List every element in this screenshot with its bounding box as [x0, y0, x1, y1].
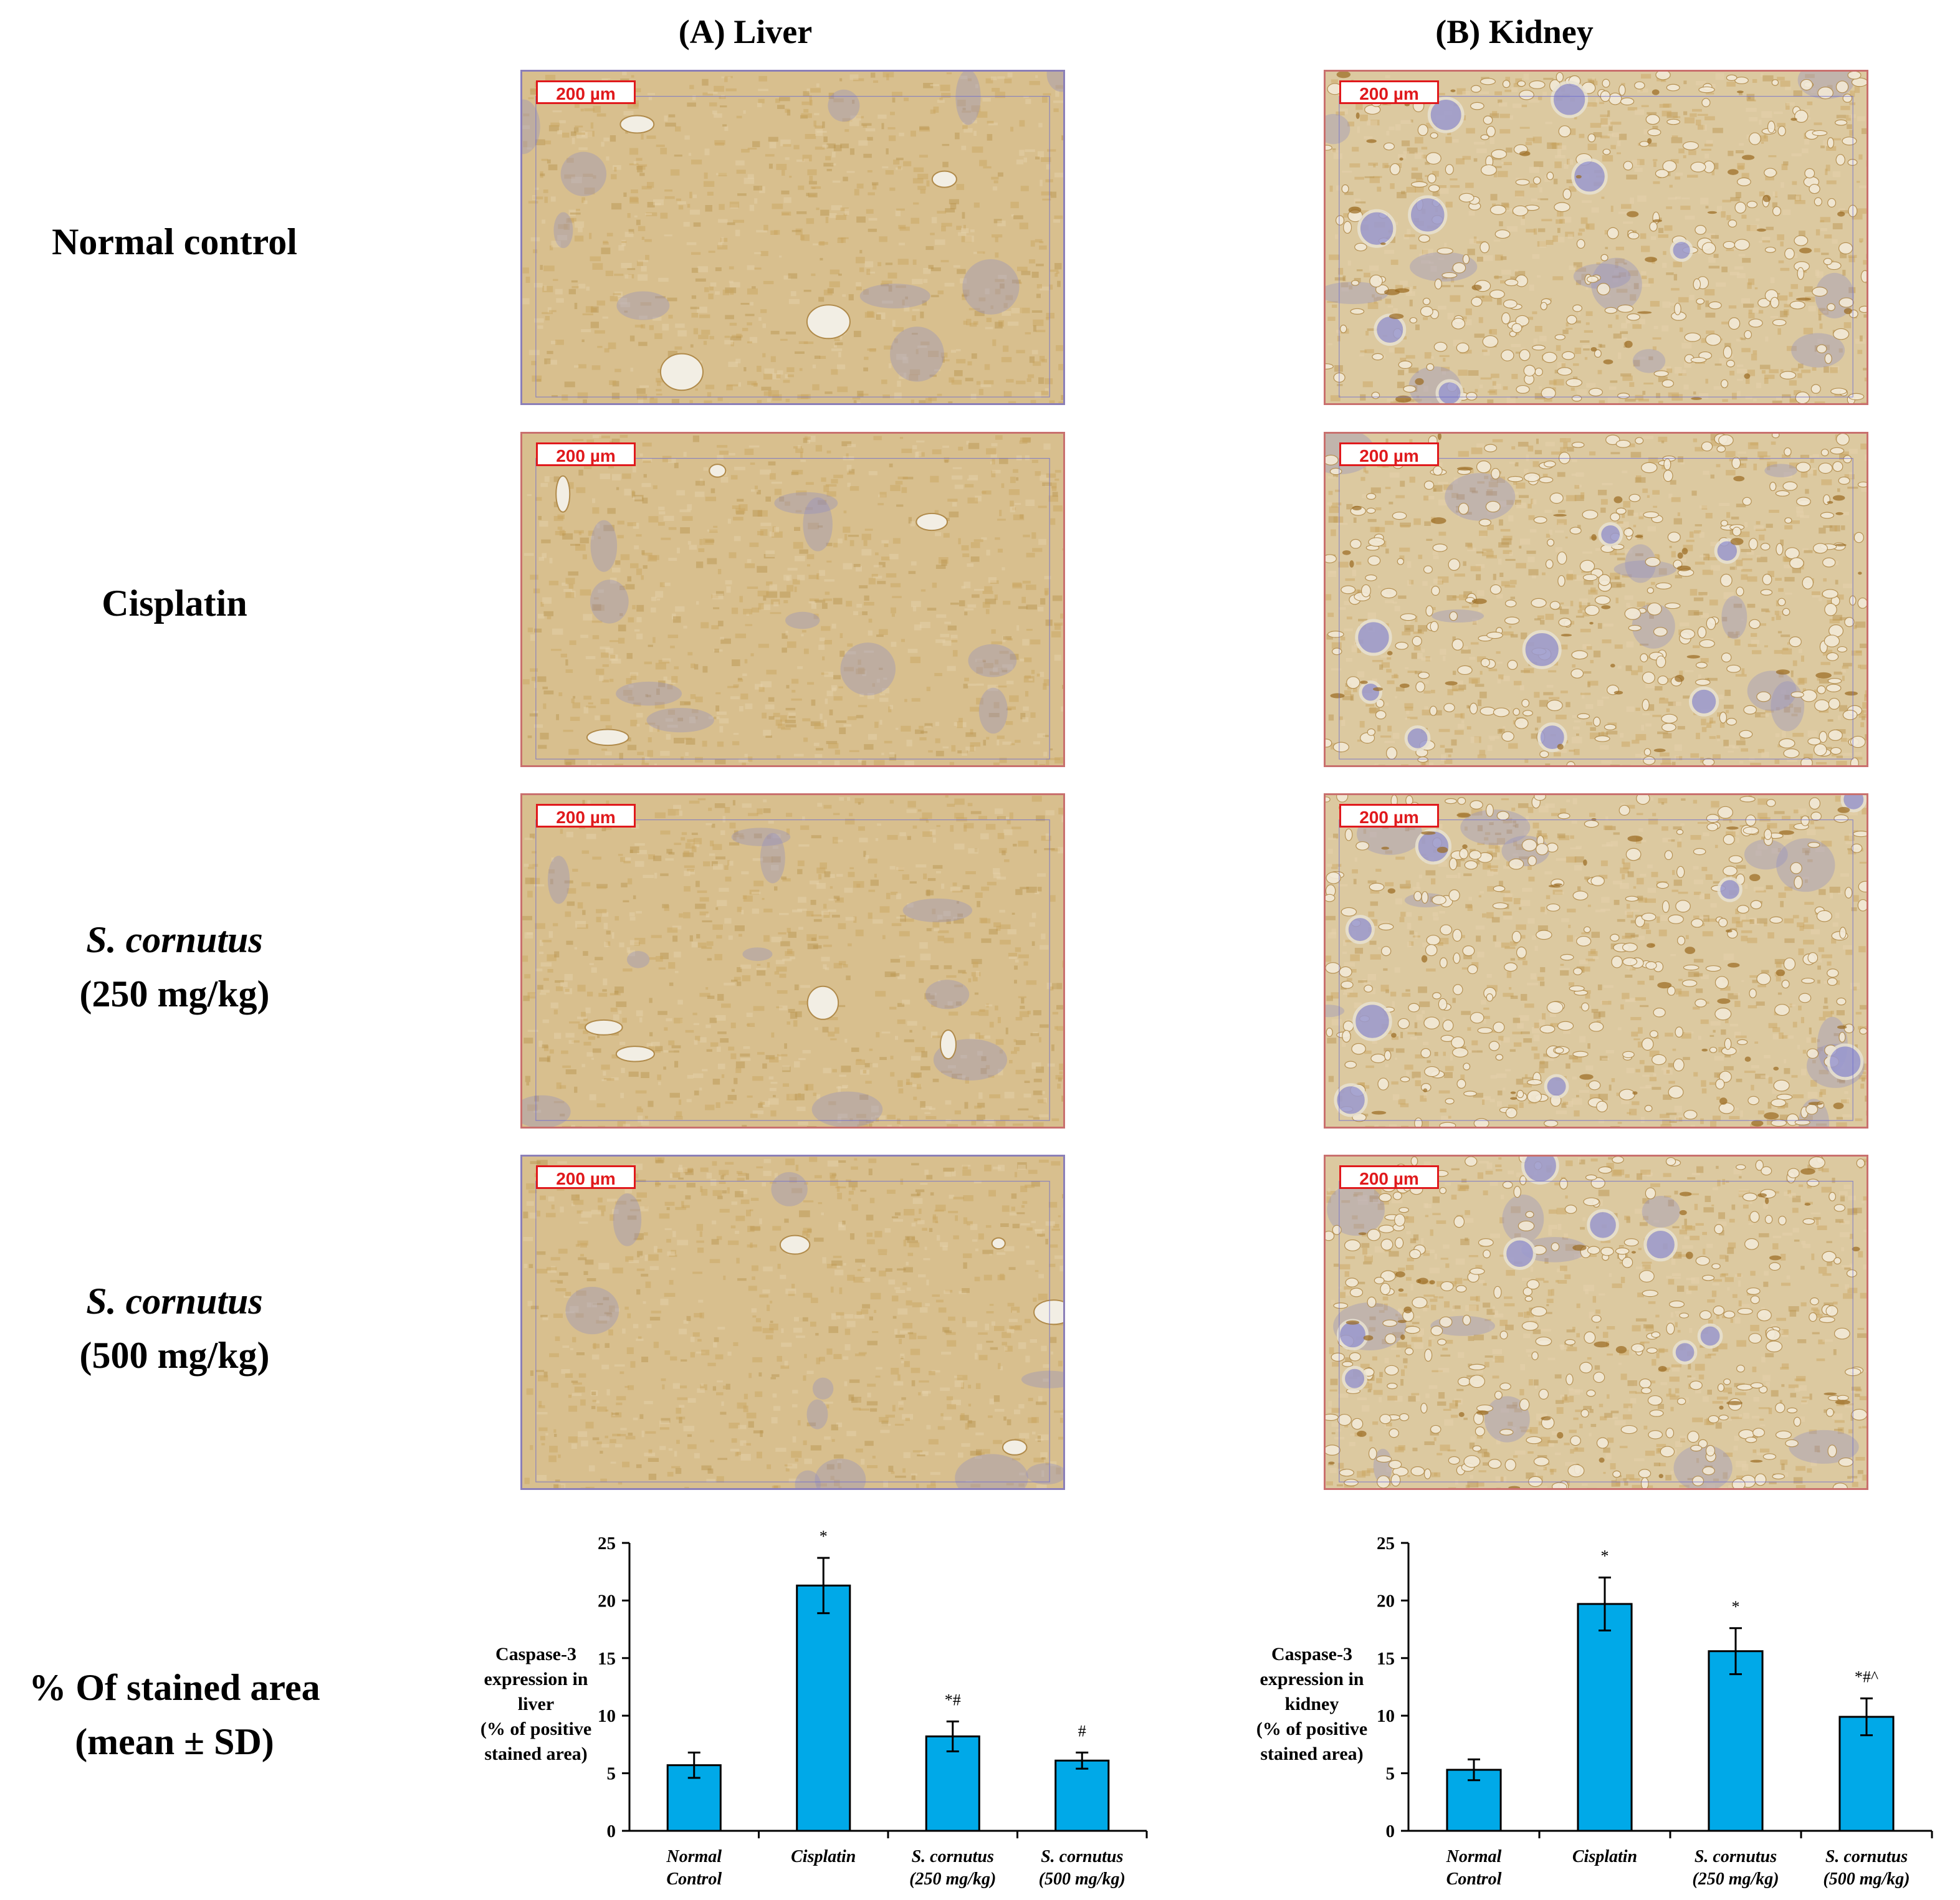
- significance-marker: *#: [945, 1691, 961, 1709]
- row-label-text: Cisplatin: [102, 583, 247, 624]
- liver-micrograph-cisplatin: 200 µm: [520, 432, 1065, 767]
- y-tick-label: 15: [598, 1649, 616, 1669]
- bar: [1708, 1650, 1764, 1832]
- summary-label-line1: % Of stained area: [29, 1667, 320, 1708]
- summary-label-line2: (mean ± SD): [75, 1721, 274, 1762]
- error-bar: [1076, 1751, 1089, 1770]
- kidney-micrograph-s-cornutus-250: 200 µm: [1324, 793, 1868, 1129]
- ylabel-line: stained area): [484, 1744, 588, 1764]
- error-bar: [946, 1720, 959, 1752]
- y-tick-label: 25: [1377, 1534, 1395, 1554]
- row-label-cisplatin: Cisplatin: [0, 576, 349, 631]
- row-label-s-cornutus-500: S. cornutus (500 mg/kg): [0, 1274, 349, 1383]
- row-label-species: S. cornutus: [86, 919, 263, 960]
- x-category-label: (250 mg/kg): [1692, 1869, 1779, 1889]
- y-tick-label: 10: [598, 1706, 616, 1726]
- kidney-micrograph-s-cornutus-500: 200 µm: [1324, 1155, 1868, 1490]
- significance-marker: *: [1601, 1547, 1609, 1565]
- kidney-micrograph-normal: 200 µm: [1324, 70, 1868, 405]
- x-category-label: S. cornutus: [1041, 1847, 1123, 1866]
- scale-bar-label: 200 µm: [1339, 442, 1439, 466]
- scale-bar-label: 200 µm: [536, 1165, 636, 1189]
- liver-chart-ylabel: Caspase-3 expression in liver (% of posi…: [452, 1642, 620, 1767]
- x-category-label: Control: [1446, 1869, 1502, 1889]
- y-tick-label: 5: [1386, 1764, 1395, 1784]
- kidney-column-header: (B) Kidney: [1435, 13, 1594, 50]
- scale-bar-label: 200 µm: [1339, 1165, 1439, 1189]
- kidney-chart-ylabel: Caspase-3 expression in kidney (% of pos…: [1228, 1642, 1396, 1767]
- ylabel-line: expression in: [1260, 1669, 1364, 1689]
- bar: [796, 1584, 851, 1832]
- liver-caspase3-chart: 0 5 10 15 20 25 Normal Control * Cisplatin *# S. co…: [592, 1514, 1178, 1900]
- y-tick-label: 20: [1377, 1591, 1395, 1611]
- y-tick-label: 20: [598, 1591, 616, 1611]
- x-category-label: (500 mg/kg): [1823, 1869, 1910, 1889]
- significance-marker: #: [1078, 1722, 1086, 1740]
- significance-marker: *: [820, 1527, 828, 1545]
- scale-bar-label: 200 µm: [1339, 804, 1439, 828]
- y-tick-label: 15: [1377, 1649, 1395, 1669]
- ylabel-line: (% of positive: [480, 1719, 592, 1739]
- x-category-label: (250 mg/kg): [909, 1869, 996, 1889]
- row-label-normal-control: Normal control: [0, 215, 349, 269]
- bar: [1054, 1759, 1110, 1832]
- scale-bar-label: 200 µm: [536, 804, 636, 828]
- significance-marker: *: [1732, 1598, 1740, 1616]
- ylabel-line: kidney: [1284, 1694, 1339, 1714]
- x-category-label: S. cornutus: [912, 1847, 994, 1866]
- kidney-caspase3-chart: 0 5 10 15 20 25 Normal Control * Cisplatin * S. cor…: [1365, 1514, 1960, 1900]
- ylabel-line: expression in: [484, 1669, 588, 1689]
- error-bar: [817, 1557, 830, 1615]
- x-category-label: S. cornutus: [1825, 1847, 1908, 1866]
- y-tick-label: 0: [1386, 1821, 1395, 1841]
- scale-bar-label: 200 µm: [1339, 80, 1439, 104]
- ylabel-line: liver: [517, 1694, 555, 1714]
- bar: [1577, 1603, 1633, 1832]
- row-label-dose: (250 mg/kg): [79, 973, 270, 1014]
- error-bar: [687, 1751, 700, 1779]
- y-tick-label: 0: [607, 1821, 616, 1841]
- error-bar: [1599, 1576, 1611, 1631]
- scale-bar-label: 200 µm: [536, 442, 636, 466]
- scale-bar-label: 200 µm: [536, 80, 636, 104]
- error-bar: [1468, 1758, 1480, 1782]
- error-bar: [1860, 1697, 1873, 1737]
- y-tick-label: 10: [1377, 1706, 1395, 1726]
- ylabel-line: Caspase-3: [495, 1644, 576, 1664]
- row-label-species: S. cornutus: [86, 1281, 263, 1322]
- x-category-label: Control: [666, 1869, 722, 1889]
- ylabel-line: Caspase-3: [1271, 1644, 1352, 1664]
- row-label-text: Normal control: [52, 221, 297, 262]
- x-category-label: Normal: [666, 1847, 722, 1866]
- y-tick-label: 5: [607, 1764, 616, 1784]
- ylabel-line: stained area): [1260, 1744, 1364, 1764]
- summary-row-label: % Of stained area (mean ± SD): [0, 1661, 349, 1769]
- x-category-label: Normal: [1446, 1847, 1502, 1866]
- row-label-s-cornutus-250: S. cornutus (250 mg/kg): [0, 913, 349, 1021]
- liver-micrograph-s-cornutus-250: 200 µm: [520, 793, 1065, 1129]
- significance-marker: *#^: [1855, 1668, 1878, 1686]
- ylabel-line: (% of positive: [1256, 1719, 1368, 1739]
- error-bar: [1729, 1627, 1742, 1676]
- liver-column-header: (A) Liver: [678, 13, 813, 50]
- liver-micrograph-normal: 200 µm: [520, 70, 1065, 405]
- x-category-label: Cisplatin: [1572, 1847, 1637, 1866]
- x-category-label: (500 mg/kg): [1039, 1869, 1126, 1889]
- x-category-label: Cisplatin: [791, 1847, 856, 1866]
- row-label-dose: (500 mg/kg): [79, 1335, 270, 1376]
- y-tick-label: 25: [598, 1534, 616, 1554]
- liver-micrograph-s-cornutus-500: 200 µm: [520, 1155, 1065, 1490]
- kidney-micrograph-cisplatin: 200 µm: [1324, 432, 1868, 767]
- x-category-label: S. cornutus: [1695, 1847, 1777, 1866]
